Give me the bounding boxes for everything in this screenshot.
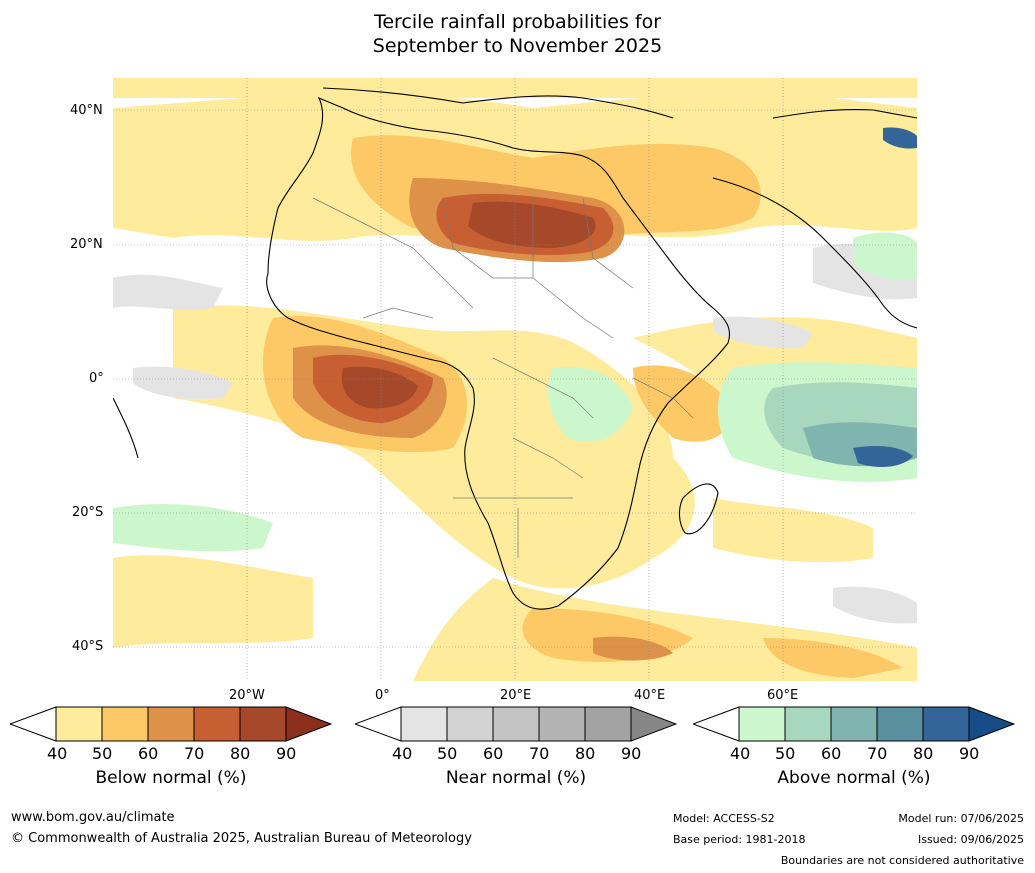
lon-label-20w: 20°W [229, 688, 265, 703]
cb-near-arrow-right [630, 706, 677, 742]
graticule [113, 78, 917, 681]
cb-above-arrow-left [693, 706, 740, 742]
colorbar-below-normal [10, 706, 332, 742]
cb-near-arrow-left [355, 706, 402, 742]
lon-label-20e: 20°E [500, 688, 532, 703]
cb-above-swatch-60 [784, 706, 832, 742]
cb-above-tick: 70 [867, 744, 888, 763]
cb-below-tick: 50 [92, 744, 113, 763]
footer-issued: Issued: 09/06/2025 [917, 833, 1024, 846]
cb-below-swatch-60 [101, 706, 149, 742]
map-canvas [113, 78, 917, 681]
rainfall-probability-map [113, 78, 917, 681]
cb-below-title: Below normal (%) [95, 768, 247, 788]
cb-near-swatch-70 [492, 706, 540, 742]
cb-below-tick: 70 [184, 744, 205, 763]
cb-above-swatch-80 [876, 706, 924, 742]
lon-label-60e: 60°E [767, 688, 799, 703]
footer-disclaimer: Boundaries are not considered authoritat… [780, 854, 1024, 867]
cb-below-swatch-70 [147, 706, 195, 742]
cb-below-swatch-80 [193, 706, 241, 742]
footer-model-run: Model run: 07/06/2025 [898, 812, 1024, 825]
cb-below-tick: 60 [138, 744, 159, 763]
cb-above-tick: 50 [775, 744, 796, 763]
cb-near-tick: 70 [529, 744, 550, 763]
lat-label-20n: 20°N [70, 237, 103, 252]
title-line-1: Tercile rainfall probabilities for [373, 11, 662, 33]
cb-near-swatch-80 [538, 706, 586, 742]
cb-above-swatch-70 [830, 706, 878, 742]
footer-base-period: Base period: 1981-2018 [673, 833, 806, 846]
cb-below-tick: 80 [230, 744, 251, 763]
cb-above-swatch-90 [922, 706, 970, 742]
cb-near-title: Near normal (%) [445, 768, 587, 788]
cb-below-arrow-left [10, 706, 57, 742]
footer-copyright: © Commonwealth of Australia 2025, Austra… [11, 831, 472, 846]
cb-near-swatch-90 [584, 706, 632, 742]
cb-above-tick: 80 [913, 744, 934, 763]
cb-near-swatch-50 [400, 706, 448, 742]
cb-near-tick: 90 [621, 744, 642, 763]
title-line-2: September to November 2025 [372, 35, 663, 57]
cb-above-tick: 40 [730, 744, 751, 763]
lat-label-20s: 20°S [72, 505, 104, 520]
coastlines [113, 87, 917, 610]
above-normal-shading [113, 127, 917, 552]
map-title: Tercile rainfall probabilities for Septe… [0, 10, 1035, 58]
cb-below-arrow-right [285, 706, 332, 742]
lat-label-40n: 40°N [70, 103, 103, 118]
cb-near-tick: 80 [575, 744, 596, 763]
footer-model: Model: ACCESS-S2 [673, 812, 775, 825]
colorbar-above-normal [693, 706, 1015, 742]
cb-near-tick: 60 [483, 744, 504, 763]
cb-below-tick: 40 [47, 744, 68, 763]
country-borders [312, 197, 694, 558]
cb-near-tick: 40 [392, 744, 413, 763]
cb-below-swatch-50 [55, 706, 103, 742]
cb-above-arrow-right [968, 706, 1015, 742]
colorbar-near-normal [355, 706, 677, 742]
cb-near-tick: 50 [437, 744, 458, 763]
lat-label-equator: 0° [89, 371, 104, 386]
footer-website-link[interactable]: www.bom.gov.au/climate [11, 810, 175, 825]
cb-near-swatch-60 [446, 706, 494, 742]
lon-label-0: 0° [375, 688, 390, 703]
cb-below-swatch-90 [239, 706, 287, 742]
lat-label-40s: 40°S [72, 639, 104, 654]
cb-above-tick: 90 [959, 744, 980, 763]
cb-above-title: Above normal (%) [777, 768, 931, 788]
cb-below-tick: 90 [276, 744, 297, 763]
lon-label-40e: 40°E [634, 688, 666, 703]
cb-above-tick: 60 [821, 744, 842, 763]
below-normal-80-shading [341, 201, 596, 409]
cb-above-swatch-50 [738, 706, 786, 742]
